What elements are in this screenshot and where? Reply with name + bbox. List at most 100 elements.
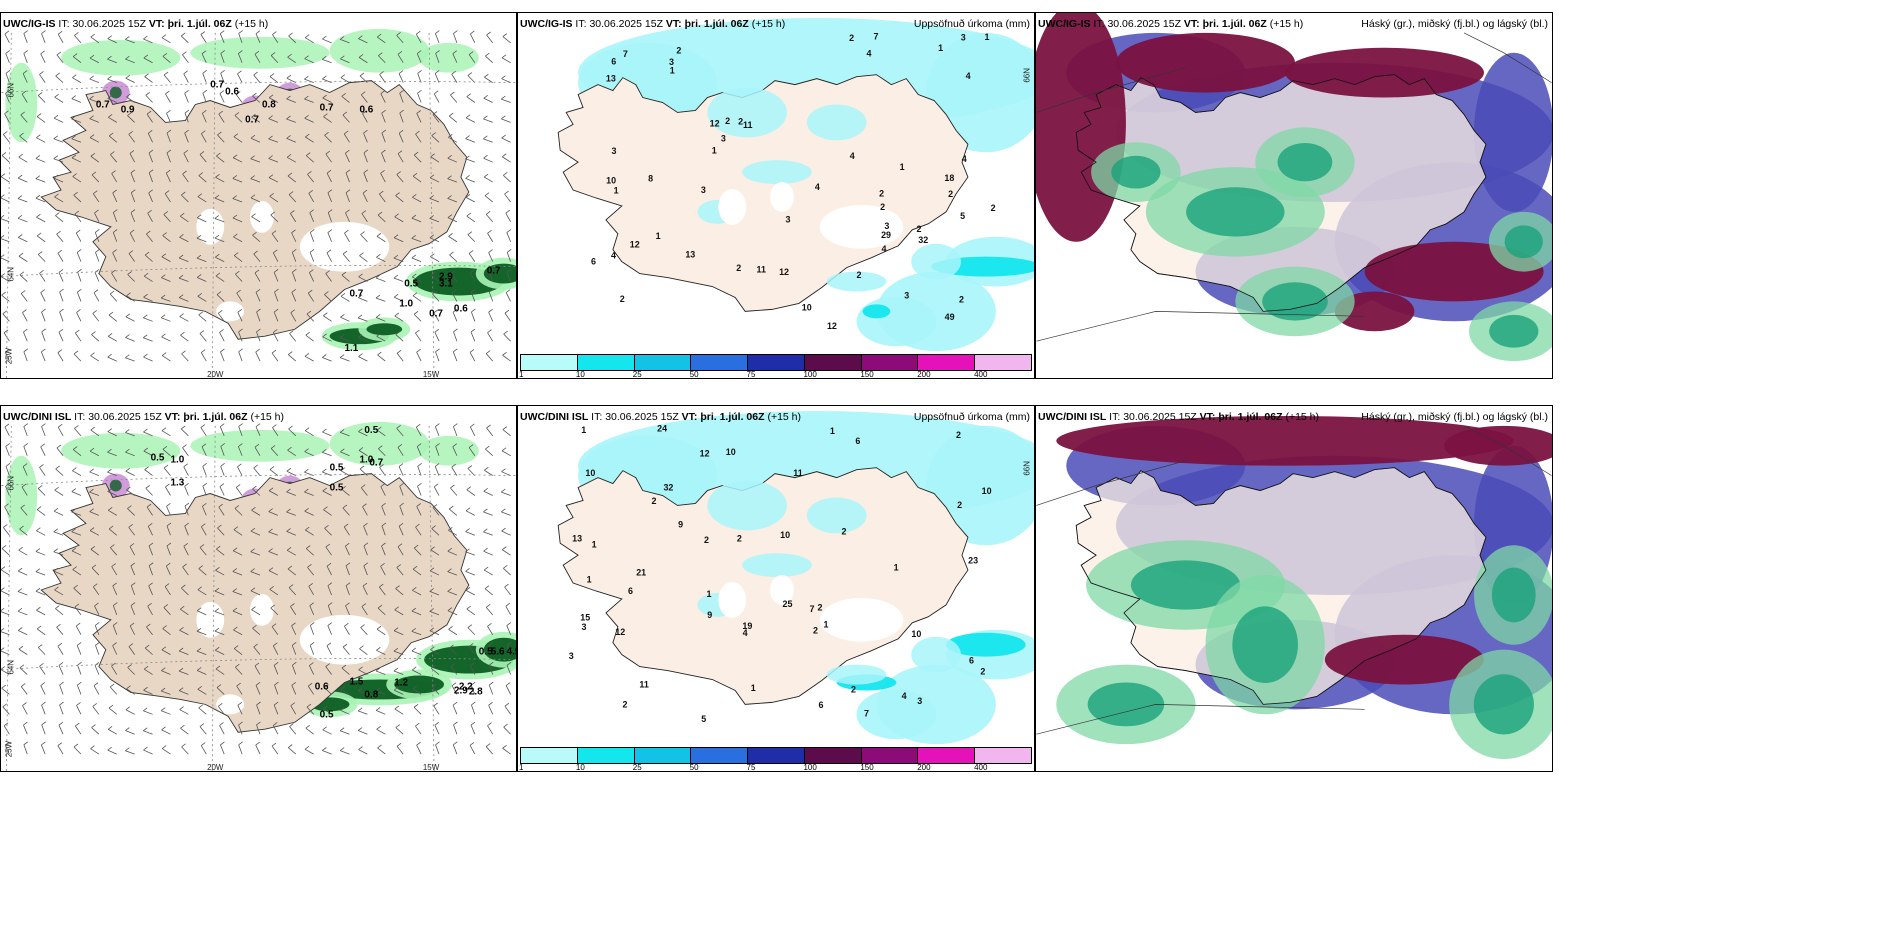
legend-swatch — [918, 355, 976, 370]
legend-swatch — [975, 748, 1032, 763]
wind-value-label: 0.5 — [479, 647, 493, 658]
precip-value: 2 — [676, 45, 681, 55]
precip-value: 1 — [985, 32, 990, 42]
legend-tick: 400 — [974, 370, 988, 379]
wind-value-label: 0.8 — [262, 99, 276, 110]
precip-value: 3 — [721, 134, 726, 144]
precip-value: 11 — [757, 265, 766, 275]
precip-value: 2 — [880, 202, 885, 212]
legend-cells — [520, 747, 1032, 764]
precip-value: 12 — [779, 267, 789, 277]
precip-value: 3 — [569, 651, 574, 661]
precip-value: 4 — [866, 48, 871, 58]
legend-tick: 10 — [575, 763, 585, 772]
precip-value: 3 — [904, 291, 909, 301]
lon-label: 25W — [4, 740, 13, 757]
precip-value: 15 — [580, 613, 590, 623]
legend-swatch — [691, 748, 749, 763]
precip-value: 3 — [884, 221, 889, 231]
legend-swatch — [634, 355, 692, 370]
wind-map-svg: 0.5 1.01.30.51.00.70.50.51.50.60.80.50.51… — [1, 406, 516, 771]
axis-labels: 66N — [1023, 461, 1032, 476]
lon-label: 25W — [4, 347, 13, 364]
legend-ticks: 1 10 25 50 75 100 150 200 400 — [519, 763, 1032, 772]
wind-value-label: 0.5 — [330, 463, 344, 474]
legend-tick: 25 — [632, 763, 642, 772]
wind-value-label: 1.3 — [170, 478, 184, 489]
precip-value: 3 — [917, 696, 922, 706]
precip-value: 24 — [657, 424, 667, 434]
iceland-land — [557, 467, 969, 705]
lon-label: 15W — [423, 763, 440, 771]
lat-label: 66N — [6, 476, 15, 491]
precip-value: 10 — [585, 468, 595, 478]
legend-tick: 150 — [860, 763, 874, 772]
panel-header: UWC/DINI ISL IT: 30.06.2025 15Z VT: þri.… — [3, 411, 285, 423]
wind-value-label: 4.5 — [507, 647, 516, 658]
lon-label: 20W — [207, 370, 224, 378]
precip-value: 9 — [707, 610, 712, 620]
precip-value: 3 — [786, 214, 791, 224]
wind-map-svg: 0.7 0.90.70.60.70.8 0.7 0.60.52.93.10.70.71… — [1, 13, 516, 378]
wind-value-label: 0.5 — [151, 453, 165, 464]
precip-shading — [5, 421, 516, 718]
precip-value: 2 — [652, 496, 657, 506]
precip-map-dini: UWC/DINI ISL IT: 30.06.2025 15Z VT: þri.… — [517, 405, 1035, 772]
lat-label: 64N — [6, 660, 15, 675]
wind-value-label: 0.5 — [364, 425, 378, 436]
precip-value: 10 — [780, 530, 790, 540]
precip-shading — [578, 17, 1034, 352]
precip-value: 13 — [685, 250, 695, 260]
precip-value: 25 — [783, 599, 793, 609]
precip-value: 4 — [962, 154, 967, 164]
precip-map-igis: UWC/IG-IS IT: 30.06.2025 15Z VT: þri. 1.… — [517, 12, 1035, 379]
legend-tick: 50 — [689, 370, 699, 379]
lon-label: 15W — [423, 370, 440, 378]
precip-value: 10 — [911, 629, 921, 639]
coastline — [1075, 74, 1487, 312]
precip-value: 7 — [874, 32, 879, 42]
precip-value: 12 — [700, 448, 710, 458]
precip-value: 2 — [948, 189, 953, 199]
precip-value: 4 — [611, 251, 616, 261]
precip-value: 1 — [587, 575, 592, 585]
cloud-map-dini: UWC/DINI ISL IT: 30.06.2025 15Z VT: þri.… — [1035, 405, 1553, 772]
precip-value-labels: 2222113441212131062243421111523311110233… — [591, 32, 996, 331]
precip-value: 2 — [737, 534, 742, 544]
precip-value: 2 — [879, 188, 884, 198]
precip-value: 6 — [591, 256, 596, 266]
precip-value: 4 — [966, 71, 971, 81]
legend-swatch — [691, 355, 749, 370]
precip-value: 3 — [581, 622, 586, 632]
wind-precip-map-igis: UWC/IG-IS IT: 30.06.2025 15Z VT: þri. 1.… — [0, 12, 517, 379]
wind-value-label: 0.6 — [454, 303, 468, 314]
precip-value: 2 — [917, 224, 922, 234]
wind-value-label: 2.8 — [469, 686, 483, 697]
precip-value: 2 — [857, 270, 862, 280]
precip-value: 2 — [813, 626, 818, 636]
low-cloud — [1091, 127, 1552, 362]
precip-value: 5 — [960, 211, 965, 221]
legend-swatch — [748, 748, 805, 763]
precip-value: 1 — [894, 563, 899, 573]
legend-tick: 75 — [746, 370, 756, 379]
legend-swatch — [975, 355, 1032, 370]
wind-value-label: 2.2 — [459, 681, 473, 692]
lat-label: 66N — [1023, 461, 1032, 476]
graticule — [1, 32, 516, 378]
precip-value: 7 — [864, 709, 869, 719]
axis-labels: 66N 64N 25W 20W 15W — [4, 476, 439, 771]
wind-value-label: 2.9 — [439, 272, 453, 283]
graticule — [1036, 425, 1552, 735]
legend-tick: 200 — [917, 763, 931, 772]
panel-header: UWC/DINI ISL IT: 30.06.2025 15Z VT: þri.… — [518, 408, 1034, 426]
precip-legend: 1 10 25 50 75 100 150 200 400 — [519, 747, 1032, 772]
cloud-map-igis: UWC/IG-IS IT: 30.06.2025 15Z VT: þri. 1.… — [1035, 12, 1553, 379]
graticule — [1036, 32, 1552, 342]
coastline — [1075, 467, 1487, 705]
precip-value: 2 — [841, 527, 846, 537]
precip-value: 6 — [819, 700, 824, 710]
iceland-land — [557, 74, 969, 312]
glaciers — [718, 182, 904, 249]
